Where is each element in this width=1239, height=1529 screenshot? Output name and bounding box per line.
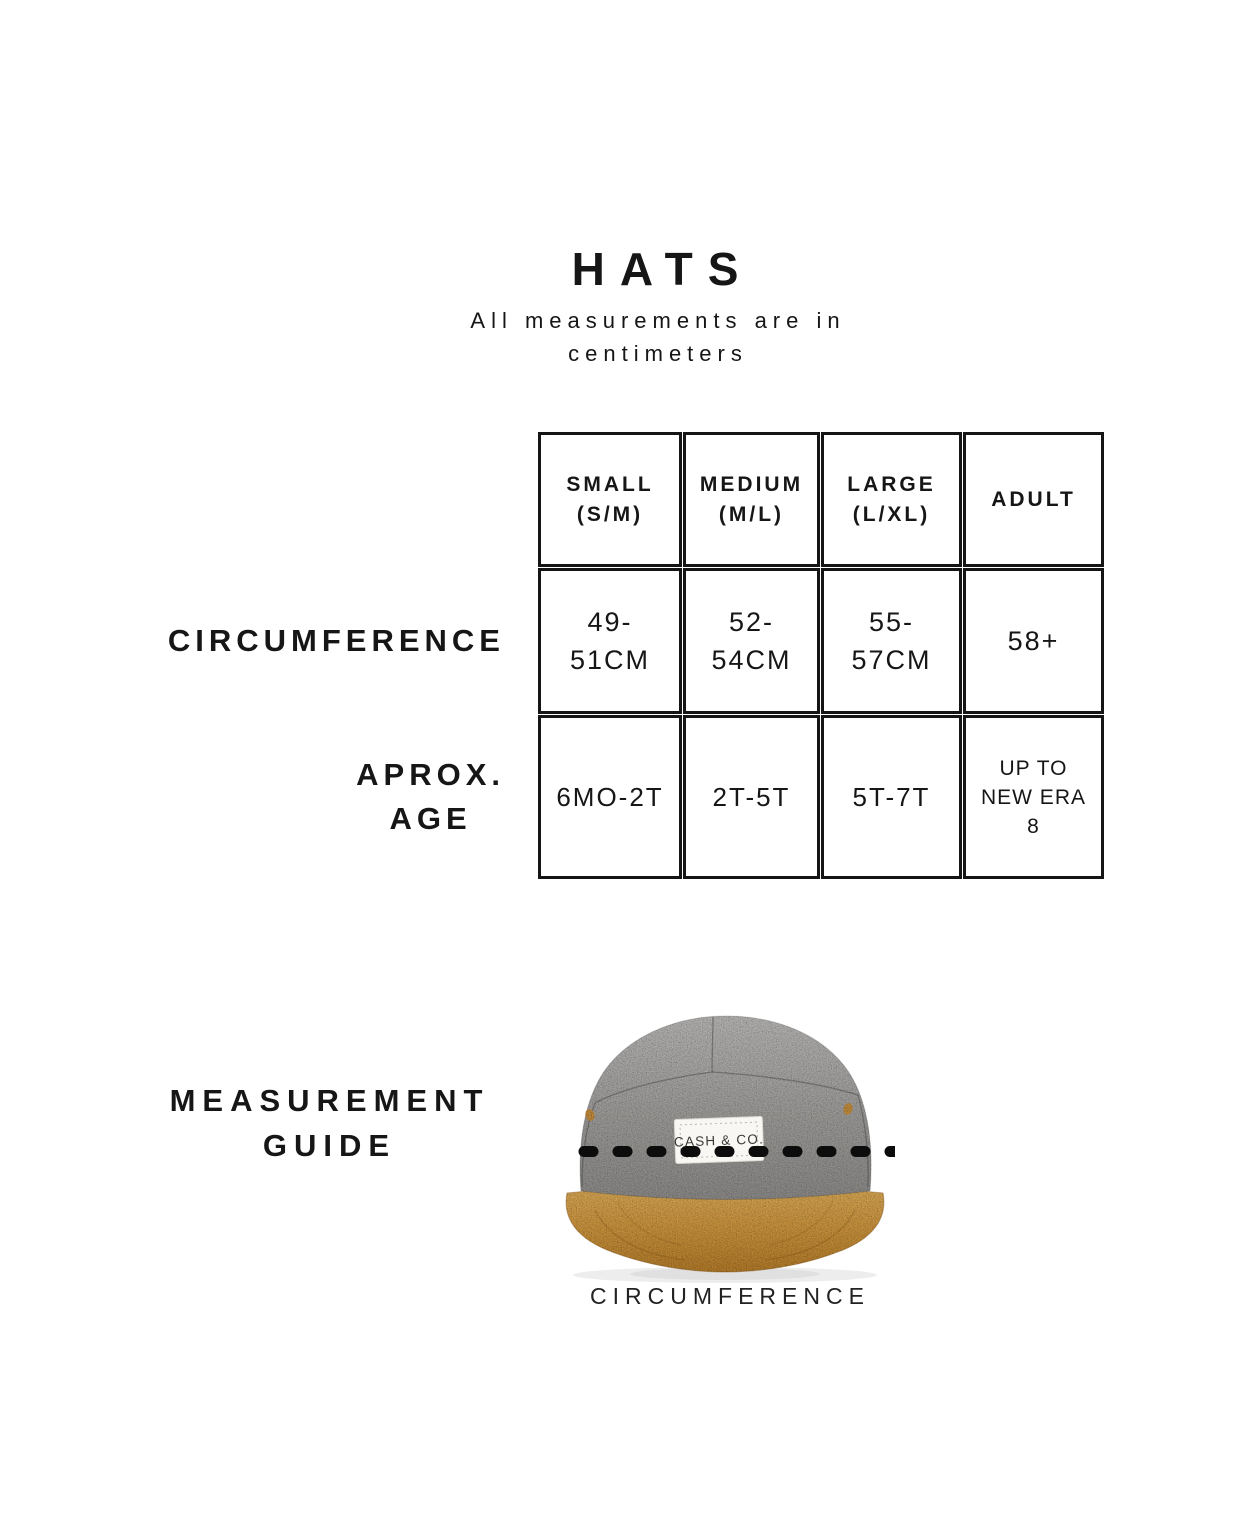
circumference-adult-cell: 58+ — [963, 568, 1104, 714]
row-label-circumference-text: CIRCUMFERENCE — [167, 623, 505, 658]
hat-shadow — [573, 1267, 877, 1283]
hat-caption: CIRCUMFERENCE — [590, 1283, 870, 1309]
hat-shadow-inner — [630, 1268, 820, 1280]
circumference-small-cell: 49- 51CM — [538, 568, 682, 714]
page-title: HATS — [571, 243, 754, 295]
row-label-circumference: CIRCUMFERENCE — [147, 568, 537, 714]
eyelet-left-icon — [585, 1109, 595, 1121]
age-large-cell: 5T-7T — [821, 715, 962, 879]
row-label-aprox-age: APROX. AGE — [147, 715, 537, 879]
hat-brim — [565, 1187, 885, 1273]
brim-crease-left — [594, 1209, 686, 1261]
brim-crease-left-2 — [616, 1200, 682, 1246]
subtitle-line-1: All measurements are in — [470, 308, 846, 333]
panel-seams — [581, 1016, 869, 1188]
subtitle-line-2: centimeters — [568, 341, 748, 366]
table-corner-spacer — [147, 432, 537, 567]
column-header-medium: MEDIUM (M/L) — [683, 432, 820, 567]
brim-crease-right-2 — [768, 1200, 834, 1246]
size-table: SMALL (S/M) MEDIUM (M/L) LARGE (L/XL) AD… — [147, 432, 1104, 879]
measurement-guide-line-1: MEASUREMENT — [169, 1083, 490, 1118]
circumference-large-cell: 55- 57CM — [821, 568, 962, 714]
measurement-guide-heading: MEASUREMENT GUIDE — [125, 1078, 527, 1168]
age-adult-cell: UP TO NEW ERA 8 — [963, 715, 1104, 879]
hat-illustration: CASH & CO. — [555, 995, 906, 1285]
measurement-guide-line-2: GUIDE — [262, 1128, 397, 1163]
age-small-cell: 6MO-2T — [538, 715, 682, 879]
age-medium-cell: 2T-5T — [683, 715, 820, 879]
column-header-large: LARGE (L/XL) — [821, 432, 962, 567]
column-header-small: SMALL (S/M) — [538, 432, 682, 567]
header: HATS All measurements are in centimeters — [370, 243, 940, 370]
column-header-adult: ADULT — [963, 432, 1104, 567]
row-label-aprox-age-text: APROX. AGE — [356, 757, 505, 836]
circumference-medium-cell: 52- 54CM — [683, 568, 820, 714]
hat-photo-svg: CASH & CO. — [565, 1015, 906, 1283]
hat-crown — [579, 1015, 872, 1200]
eyelet-right-icon — [843, 1103, 853, 1115]
brand-label-text: CASH & CO. — [674, 1131, 764, 1149]
brim-crease-right — [764, 1209, 856, 1261]
